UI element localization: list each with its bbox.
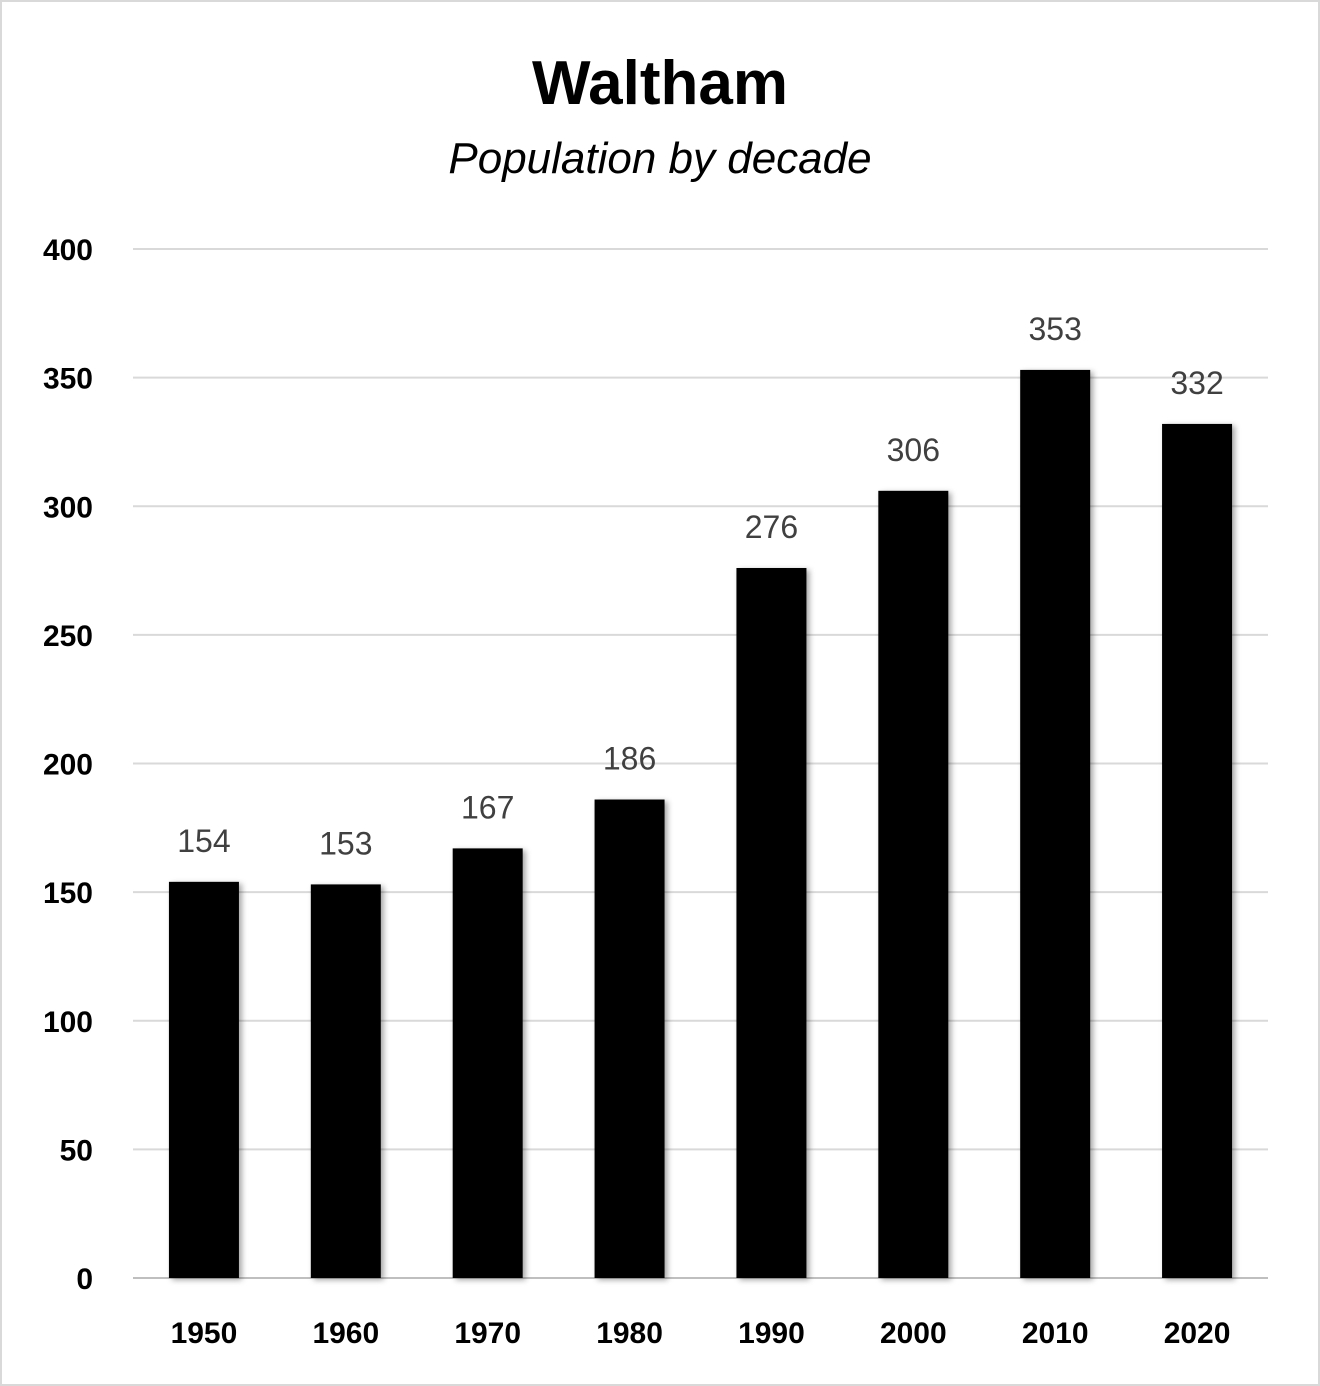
- bar-2000: [878, 490, 949, 1278]
- bar-1970: [452, 848, 523, 1278]
- data-label: 186: [603, 741, 656, 777]
- y-tick-label: 200: [43, 749, 93, 782]
- data-label: 153: [319, 825, 372, 861]
- data-label: 167: [461, 789, 514, 825]
- x-tick-label: 2020: [1164, 1317, 1231, 1350]
- chart-subtitle: Population by decade: [448, 134, 872, 183]
- bar-1950: [168, 881, 239, 1278]
- y-tick-label: 400: [43, 234, 93, 267]
- data-label: 332: [1170, 365, 1223, 401]
- y-tick-label: 150: [43, 877, 93, 910]
- y-tick-label: 250: [43, 620, 93, 653]
- data-label: 353: [1028, 311, 1081, 347]
- bar-1980: [594, 799, 665, 1278]
- data-label: 154: [177, 823, 230, 859]
- x-tick-label: 2000: [880, 1317, 947, 1350]
- x-tick-label: 1990: [738, 1317, 805, 1350]
- bar-1960: [310, 884, 381, 1278]
- y-tick-label: 0: [76, 1263, 93, 1296]
- y-tick-label: 350: [43, 363, 93, 396]
- bar-2010: [1020, 369, 1091, 1279]
- y-tick-label: 300: [43, 491, 93, 524]
- x-tick-label: 1960: [312, 1317, 379, 1350]
- data-label: 276: [745, 509, 798, 545]
- x-tick-label: 2010: [1022, 1317, 1089, 1350]
- bar-1990: [736, 567, 807, 1278]
- data-label: 306: [887, 432, 940, 468]
- bar-2020: [1162, 423, 1233, 1278]
- x-tick-label: 1970: [454, 1317, 521, 1350]
- y-tick-label: 50: [60, 1134, 93, 1167]
- x-tick-label: 1980: [596, 1317, 663, 1350]
- chart-title: Waltham: [531, 49, 789, 118]
- x-tick-label: 1950: [171, 1317, 238, 1350]
- y-tick-label: 100: [43, 1006, 93, 1039]
